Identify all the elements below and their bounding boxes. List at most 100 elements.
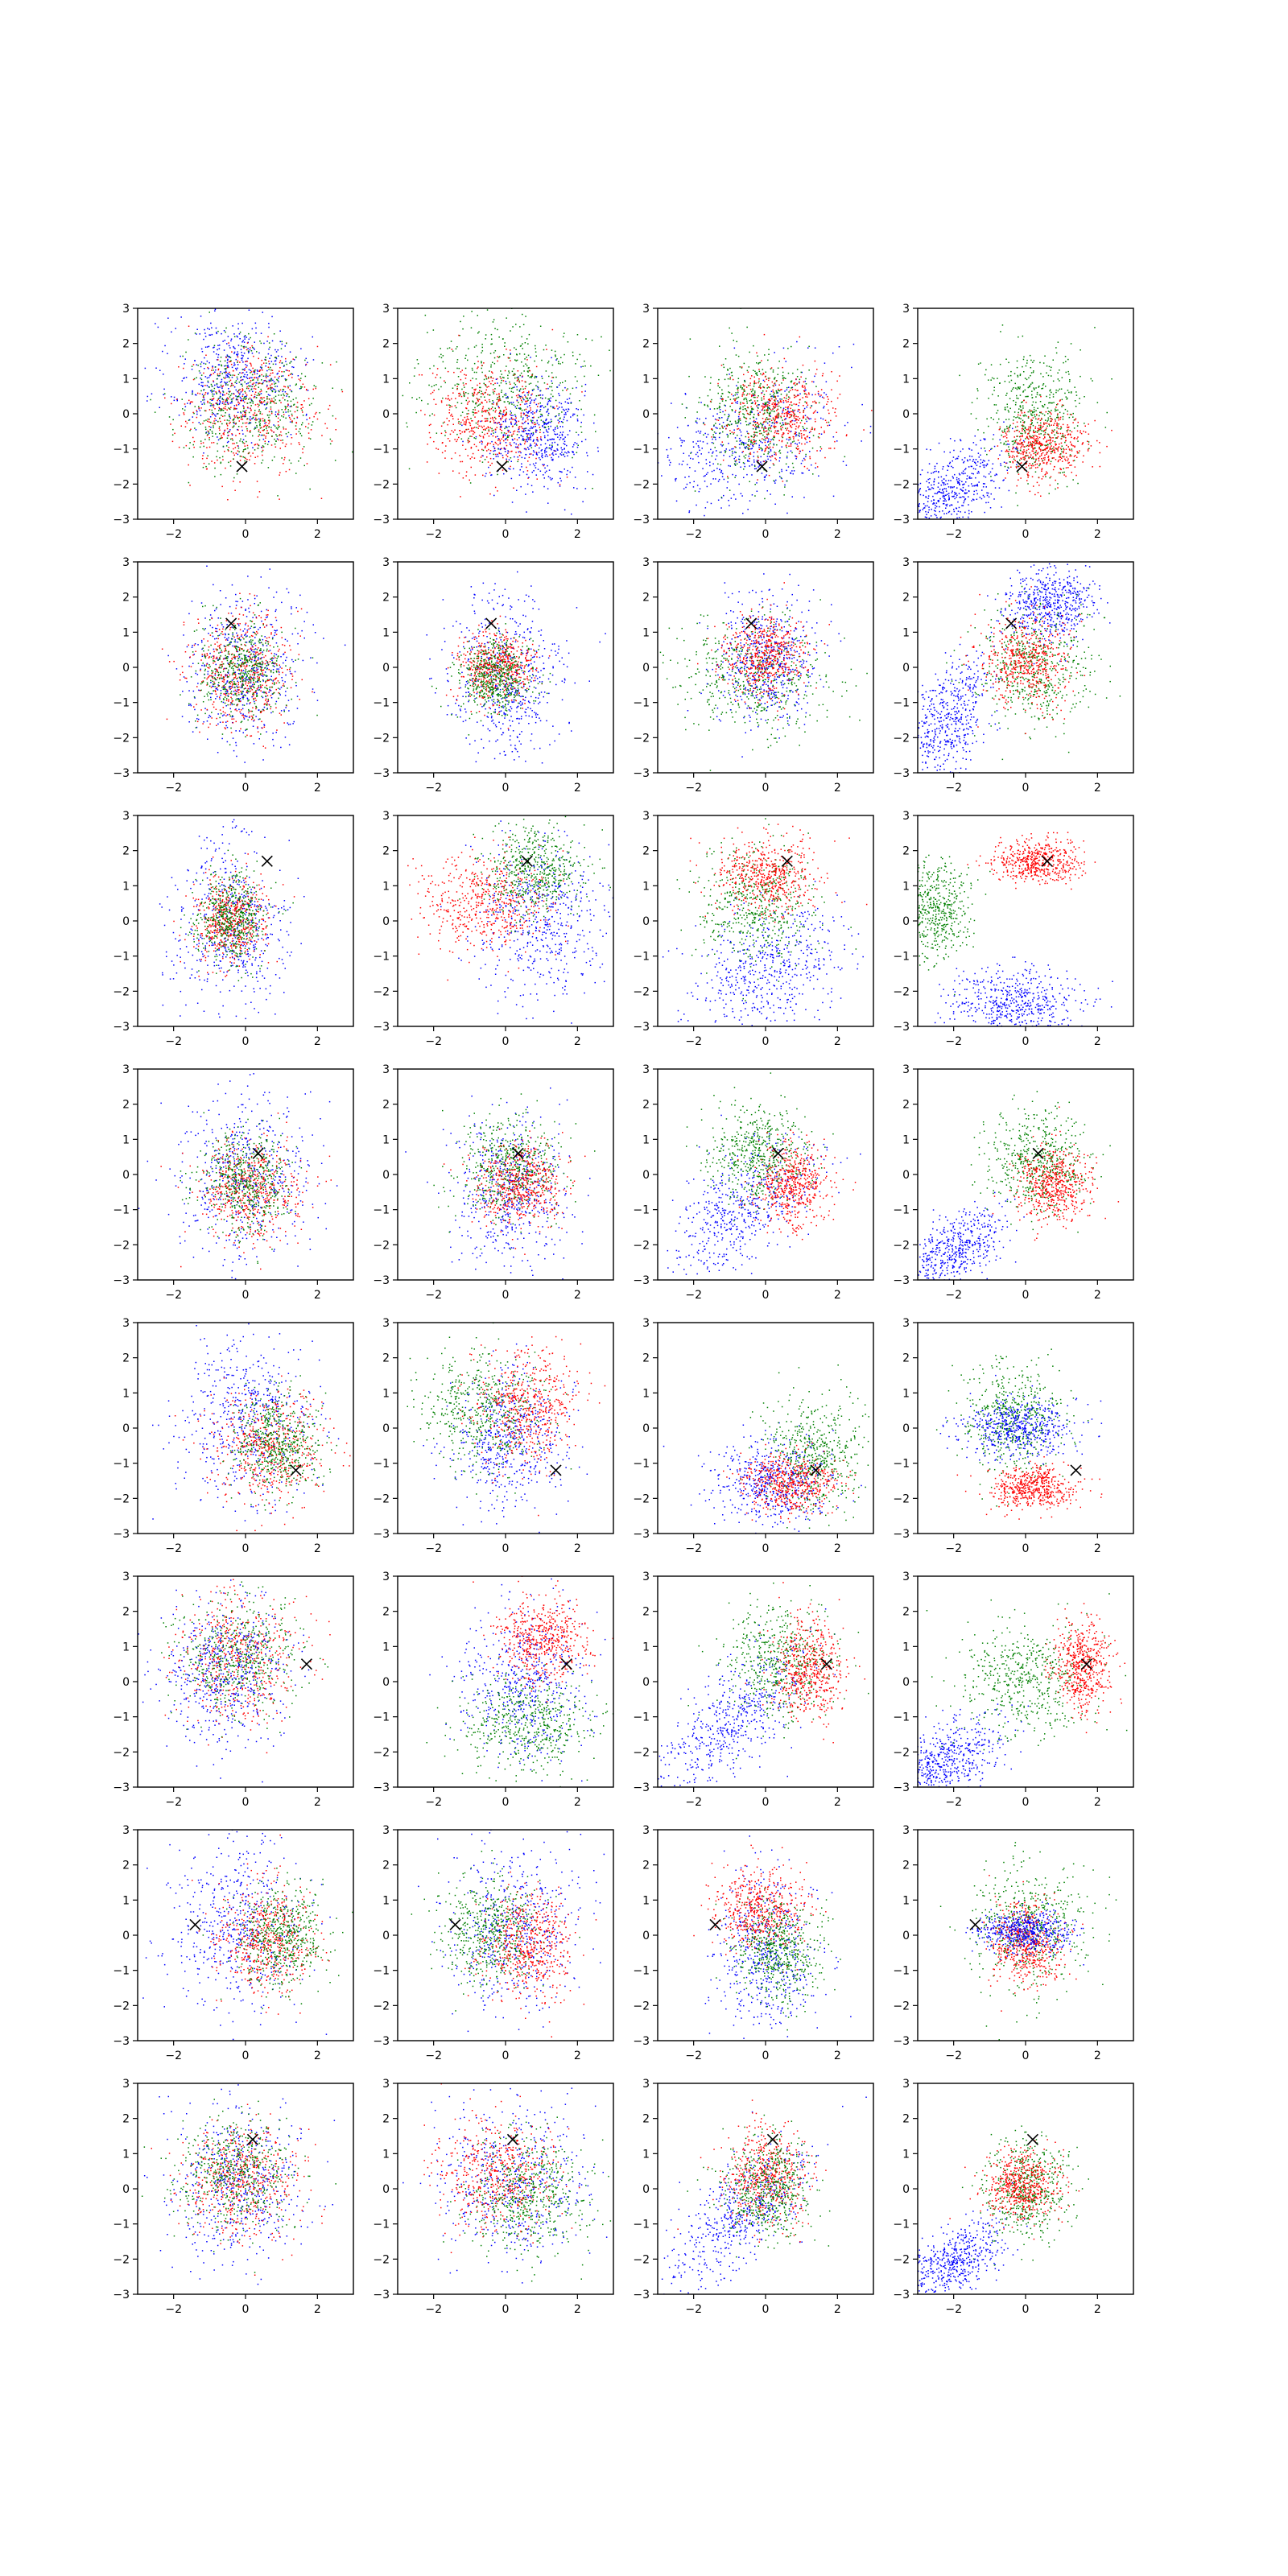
point <box>550 419 552 420</box>
point <box>489 417 492 419</box>
point <box>737 435 738 436</box>
point <box>532 411 534 413</box>
point <box>254 369 256 371</box>
point <box>520 435 522 436</box>
point <box>518 394 521 397</box>
point <box>938 482 939 484</box>
point <box>477 449 480 451</box>
point <box>778 390 779 391</box>
point <box>977 452 980 454</box>
point <box>242 439 245 440</box>
point <box>526 470 529 472</box>
point <box>501 432 502 434</box>
point <box>287 411 289 413</box>
point <box>749 453 750 455</box>
point <box>469 458 472 460</box>
point <box>560 357 562 358</box>
point <box>751 407 753 410</box>
point <box>772 389 774 391</box>
point <box>776 392 778 394</box>
point <box>811 394 813 396</box>
point <box>506 439 509 441</box>
point <box>295 433 297 435</box>
point <box>745 446 748 448</box>
point <box>722 427 724 429</box>
point <box>246 418 249 419</box>
point <box>477 384 478 386</box>
point <box>768 427 770 429</box>
point <box>581 391 583 393</box>
point <box>212 367 213 369</box>
point <box>262 312 263 313</box>
point <box>556 405 558 407</box>
point <box>802 460 803 462</box>
point <box>265 365 266 367</box>
point <box>215 419 217 422</box>
point <box>252 435 254 437</box>
point <box>245 412 246 414</box>
point <box>261 364 262 365</box>
point <box>561 452 563 453</box>
point <box>684 394 687 395</box>
point <box>254 341 255 343</box>
point <box>739 366 741 368</box>
y-tick-label: 2 <box>382 338 390 351</box>
point <box>271 386 273 389</box>
point <box>220 384 222 386</box>
point <box>213 346 215 349</box>
point <box>776 415 778 417</box>
point <box>508 459 510 460</box>
point <box>223 371 225 374</box>
point <box>770 440 771 443</box>
point <box>494 429 497 431</box>
point <box>803 434 805 436</box>
point <box>458 395 460 397</box>
point <box>720 451 722 453</box>
point <box>700 453 702 455</box>
point <box>243 396 246 398</box>
point <box>731 409 733 411</box>
point <box>776 413 778 415</box>
point <box>187 402 188 404</box>
point <box>248 309 250 311</box>
point <box>256 351 258 353</box>
point <box>280 348 283 349</box>
point <box>527 437 529 439</box>
point <box>532 390 534 391</box>
point <box>259 411 262 413</box>
point <box>208 431 209 433</box>
point <box>709 400 712 402</box>
point <box>249 421 250 423</box>
point <box>551 448 552 451</box>
point <box>229 414 230 415</box>
point <box>525 386 526 387</box>
point <box>283 459 285 460</box>
point <box>576 452 578 453</box>
point <box>671 402 672 404</box>
point <box>969 459 971 460</box>
point <box>564 414 565 415</box>
point <box>525 363 526 365</box>
point <box>710 502 712 505</box>
point <box>244 381 246 383</box>
point <box>814 375 815 378</box>
point <box>748 440 749 442</box>
point <box>295 406 297 408</box>
point <box>553 438 555 440</box>
point <box>560 454 563 456</box>
point <box>559 420 560 423</box>
point <box>749 382 751 384</box>
point <box>1003 461 1005 463</box>
point <box>301 373 303 375</box>
point <box>766 430 768 431</box>
point <box>746 369 749 372</box>
point <box>919 482 922 485</box>
point <box>497 440 499 441</box>
point <box>767 359 769 361</box>
point <box>467 440 469 442</box>
point <box>534 360 535 362</box>
point <box>223 377 225 378</box>
point <box>515 417 517 419</box>
point <box>696 411 698 413</box>
point <box>667 454 669 456</box>
